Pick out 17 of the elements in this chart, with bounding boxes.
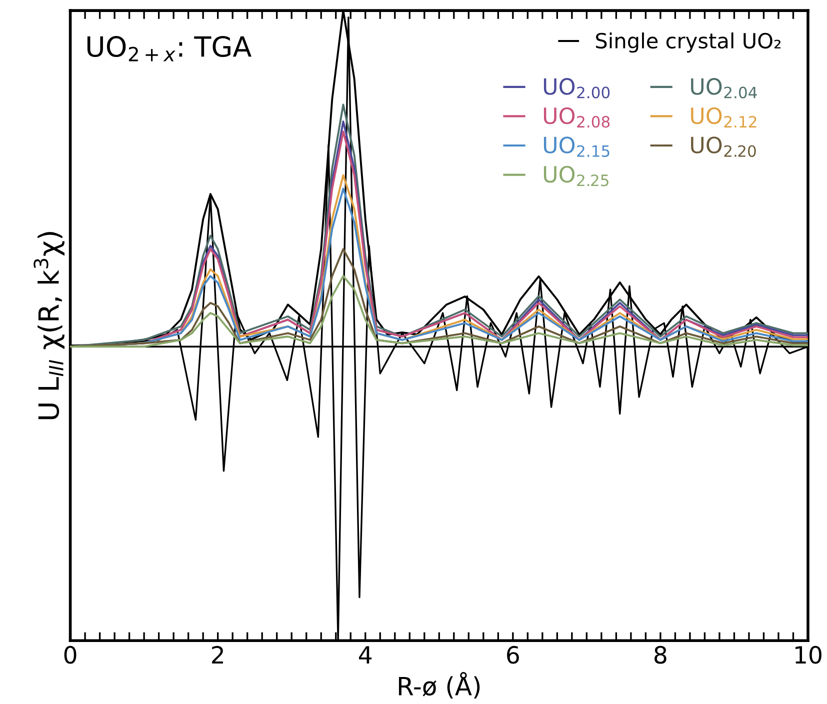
x-axis-title: R-ø (Å) [398,672,480,699]
y-axis-title: U L$_{III}$ χ(R, k$^{3}$χ) [34,232,64,420]
legend-label: Single crystal UO₂ [596,32,781,53]
legend-label: UO$_{2.08}$ [544,107,610,128]
legend-label: UO$_{2.25}$ [544,166,608,186]
legend-label: UO$_{2.15}$ [544,136,610,157]
legend-label: UO$_{2.04}$ [691,78,757,98]
x-tick-label: 10 [796,646,822,664]
x-tick-label: 6 [507,646,519,664]
legend-label: UO$_{2.00}$ [544,78,610,98]
x-tick-label: 4 [359,646,372,664]
x-tick-label: 8 [654,646,666,664]
legend-label: UO$_{2.12}$ [691,107,756,128]
x-tick-label: 2 [212,646,223,664]
x-tick-label: 0 [64,646,76,664]
legend-label: UO$_{2.20}$ [691,136,756,157]
annotation: UO$_{2+x}$: TGA [87,36,252,62]
